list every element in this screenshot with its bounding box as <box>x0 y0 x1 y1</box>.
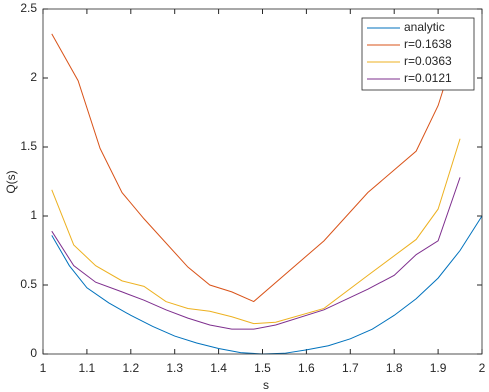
data-line <box>51 33 461 303</box>
x-tick-label: 1.5 <box>254 361 271 375</box>
x-tick-label: 1 <box>40 361 47 375</box>
y-tick-label: 1 <box>30 208 37 222</box>
x-tick-label: 1.3 <box>166 361 183 375</box>
y-tick-label: 1.5 <box>20 139 37 153</box>
legend-label: r=0.0121 <box>404 71 452 85</box>
y-tick-label: 2 <box>30 70 37 84</box>
x-axis-label: s <box>263 378 269 392</box>
data-line <box>51 138 461 325</box>
x-tick-label: 1.9 <box>430 361 447 375</box>
x-tick-label: 1.1 <box>79 361 96 375</box>
x-tick-label: 1.7 <box>342 361 359 375</box>
x-tick-label: 2 <box>479 361 486 375</box>
legend-label: r=0.0363 <box>404 54 452 68</box>
y-tick-label: 0 <box>30 346 37 360</box>
y-axis-label: Q(s) <box>4 170 18 193</box>
data-line <box>51 177 461 330</box>
y-tick-label: 0.5 <box>20 277 37 291</box>
y-tick-label: 2.5 <box>20 1 37 15</box>
legend-box <box>361 17 475 91</box>
legend-label: r=0.1638 <box>404 37 452 51</box>
axes-box <box>42 8 483 355</box>
legend: analytic r=0.1638 r=0.0363 r=0.0121 <box>361 17 475 91</box>
x-tick-label: 1.4 <box>210 361 227 375</box>
x-tick-label: 1.2 <box>122 361 139 375</box>
x-tick-label: 1.6 <box>298 361 315 375</box>
legend-label: analytic <box>404 20 445 34</box>
x-tick-label: 1.8 <box>386 361 403 375</box>
